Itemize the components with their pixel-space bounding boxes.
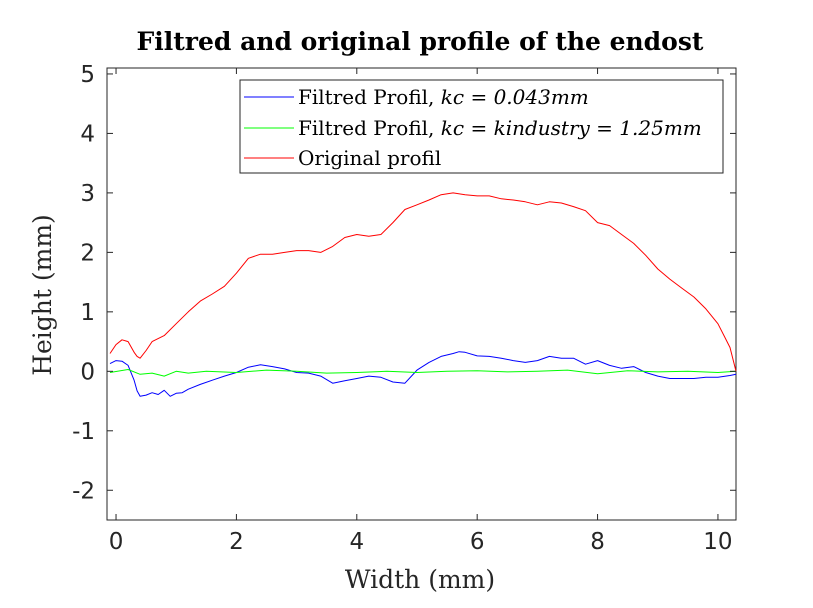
legend-box bbox=[239, 79, 724, 174]
x-tick-label: 6 bbox=[470, 529, 485, 555]
x-tick-label: 8 bbox=[590, 529, 605, 555]
chart-title: Filtred and original profile of the endo… bbox=[137, 27, 704, 56]
x-tick-label: 10 bbox=[703, 529, 732, 555]
y-tick-label: 0 bbox=[80, 359, 95, 385]
x-axis-label: Width (mm) bbox=[345, 565, 495, 594]
y-axis-label: Height (mm) bbox=[28, 214, 57, 376]
y-tick-label: 2 bbox=[80, 240, 95, 266]
y-tick-label: 4 bbox=[80, 121, 95, 147]
x-tick-label: 0 bbox=[109, 529, 124, 555]
series-layer bbox=[109, 192, 737, 397]
series-line-3 bbox=[109, 192, 737, 372]
series-line-1 bbox=[109, 351, 737, 397]
x-tick-label: 4 bbox=[349, 529, 364, 555]
legend: Filtred Profil, kc = 0.043mm Filtred Prof… bbox=[239, 79, 724, 174]
series-line-2 bbox=[109, 369, 737, 377]
y-tick-label: 1 bbox=[80, 300, 95, 326]
y-tick-label: -2 bbox=[72, 478, 95, 504]
legend-label-1: Filtred Profil, kc = 0.043mm bbox=[298, 85, 589, 109]
y-tick-label: -1 bbox=[72, 419, 95, 445]
y-tick-label: 5 bbox=[80, 62, 95, 88]
legend-label-2: Filtred Profil, kc = kindustry = 1.25mm bbox=[298, 116, 702, 140]
legend-label-3: Original profil bbox=[298, 146, 441, 170]
y-tick-label: 3 bbox=[80, 181, 95, 207]
tick-layer: 0 2 4 6 8 10 -2 -1 0 1 2 3 4 5 bbox=[72, 62, 736, 555]
x-tick-label: 2 bbox=[229, 529, 244, 555]
